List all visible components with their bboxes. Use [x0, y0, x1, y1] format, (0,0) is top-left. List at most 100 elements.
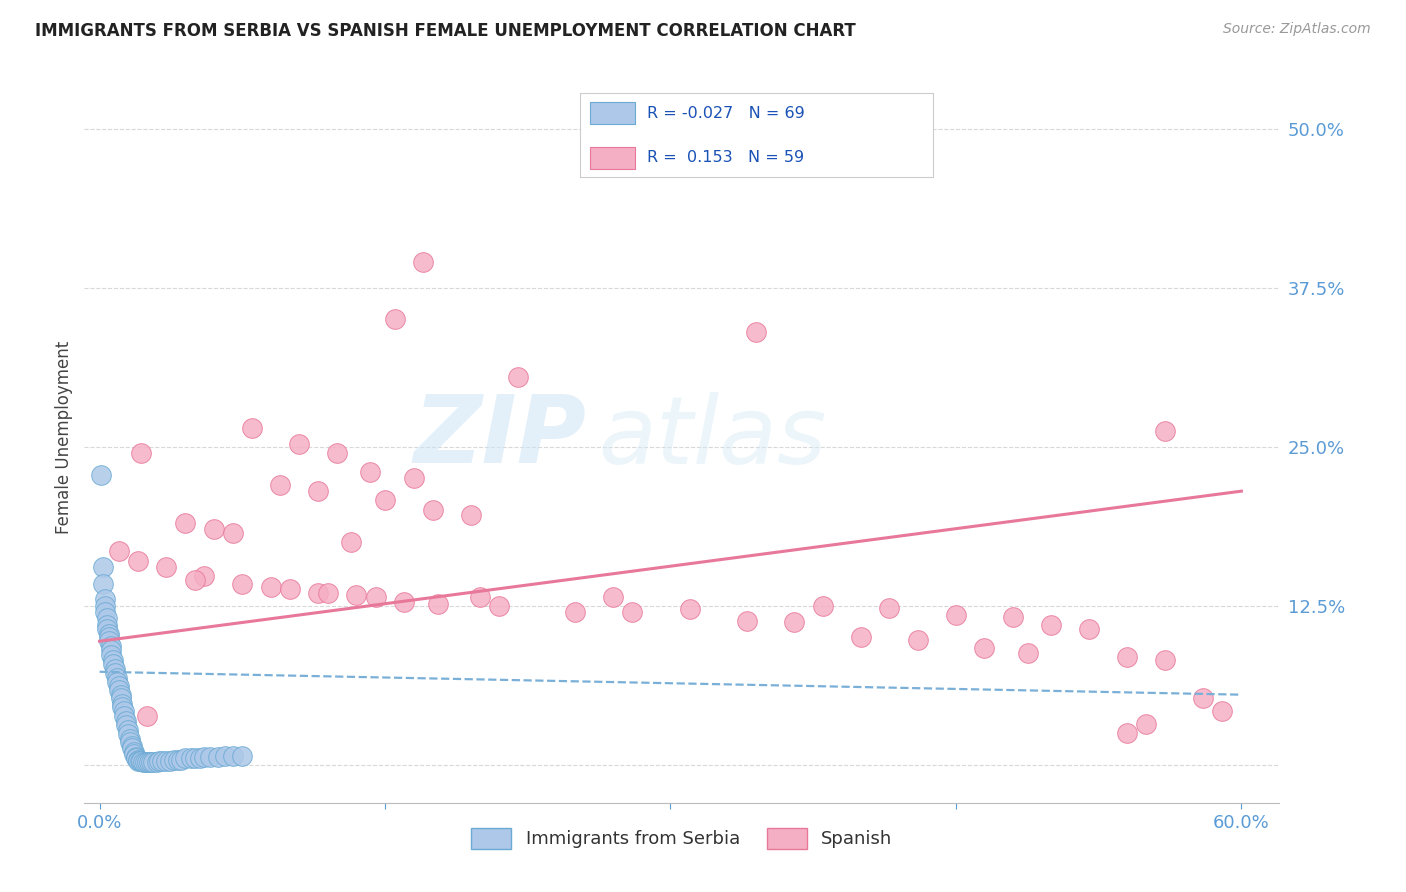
Point: [166, 753, 188, 767]
Point: [214, 748, 236, 763]
Point: [94, 599, 117, 613]
Point: [460, 508, 482, 523]
Point: [384, 312, 406, 326]
Text: Source: ZipAtlas.com: Source: ZipAtlas.com: [1223, 22, 1371, 37]
Point: [849, 631, 872, 645]
Point: [339, 535, 361, 549]
Point: [107, 682, 129, 697]
Point: [94, 605, 117, 619]
Point: [231, 577, 253, 591]
Point: [735, 614, 758, 628]
Point: [134, 755, 156, 769]
Point: [122, 747, 145, 762]
Point: [879, 601, 901, 615]
Point: [110, 688, 132, 702]
Point: [174, 516, 197, 530]
Text: atlas: atlas: [599, 392, 827, 483]
Point: [100, 648, 122, 663]
Point: [101, 653, 124, 667]
Point: [1211, 704, 1233, 718]
Point: [110, 691, 132, 706]
Point: [1040, 617, 1063, 632]
Point: [96, 611, 118, 625]
Point: [127, 753, 149, 767]
Point: [101, 657, 124, 672]
Point: [1135, 717, 1157, 731]
Y-axis label: Female Unemployment: Female Unemployment: [55, 341, 73, 533]
Point: [136, 709, 159, 723]
Point: [150, 754, 173, 768]
Point: [127, 554, 149, 568]
Point: [115, 714, 138, 729]
Point: [1017, 646, 1039, 660]
Point: [564, 605, 586, 619]
Point: [132, 755, 155, 769]
Point: [138, 755, 160, 769]
Point: [98, 634, 121, 648]
Point: [198, 750, 221, 764]
Point: [346, 589, 368, 603]
Point: [90, 467, 112, 482]
Point: [131, 754, 153, 768]
Point: [115, 718, 138, 732]
Point: [125, 750, 148, 764]
Point: [1192, 691, 1215, 706]
Point: [105, 671, 128, 685]
Point: [422, 503, 444, 517]
Point: [260, 580, 283, 594]
Point: [193, 750, 215, 764]
Text: IMMIGRANTS FROM SERBIA VS SPANISH FEMALE UNEMPLOYMENT CORRELATION CHART: IMMIGRANTS FROM SERBIA VS SPANISH FEMALE…: [35, 22, 856, 40]
Point: [231, 748, 253, 763]
Point: [222, 748, 245, 763]
Point: [93, 577, 115, 591]
Point: [202, 522, 225, 536]
Point: [118, 732, 141, 747]
Point: [145, 755, 167, 769]
Point: [621, 605, 644, 619]
Point: [96, 622, 118, 636]
Point: [105, 675, 128, 690]
Point: [112, 704, 135, 718]
Point: [104, 666, 127, 681]
Point: [207, 750, 229, 764]
Point: [96, 617, 118, 632]
Point: [427, 598, 450, 612]
Point: [745, 325, 768, 339]
Point: [973, 640, 995, 655]
Point: [508, 369, 530, 384]
Point: [364, 590, 387, 604]
Point: [1078, 622, 1101, 636]
Point: [170, 753, 193, 767]
Text: ZIP: ZIP: [413, 391, 586, 483]
Point: [1154, 425, 1177, 439]
Point: [307, 586, 329, 600]
Bar: [591, 102, 636, 124]
Point: [240, 420, 263, 434]
Point: [1154, 653, 1177, 667]
Point: [174, 751, 197, 765]
Point: [602, 590, 624, 604]
Point: [100, 643, 122, 657]
Bar: [591, 146, 636, 169]
Point: [98, 626, 121, 640]
Point: [121, 739, 143, 753]
Point: [155, 754, 177, 768]
Point: [1116, 726, 1139, 740]
Point: [148, 754, 170, 768]
Point: [184, 573, 207, 587]
Point: [307, 484, 329, 499]
Point: [180, 751, 202, 765]
Point: [128, 754, 150, 768]
Point: [811, 599, 834, 613]
Point: [278, 582, 301, 596]
Point: [112, 709, 135, 723]
Point: [163, 753, 186, 767]
Point: [117, 723, 139, 738]
Point: [159, 754, 181, 768]
Legend: Immigrants from Serbia, Spanish: Immigrants from Serbia, Spanish: [464, 821, 900, 856]
Point: [98, 631, 121, 645]
Point: [359, 465, 381, 479]
Point: [111, 700, 134, 714]
Point: [104, 662, 127, 676]
Point: [945, 607, 967, 622]
